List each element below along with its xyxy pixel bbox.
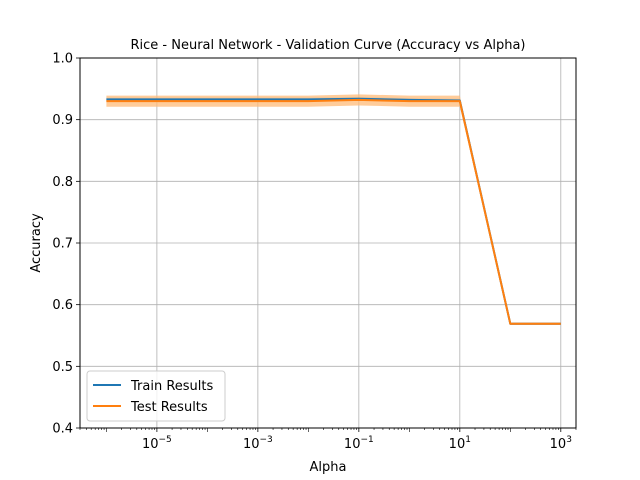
x-tick-label: 10−1 — [344, 435, 374, 452]
series-line-test — [106, 98, 561, 325]
x-tick-label: 10−3 — [243, 435, 273, 452]
legend: Train Results Test Results — [86, 370, 226, 422]
y-axis-ticks: 0.4 0.5 0.6 0.7 0.8 0.9 1.0 — [52, 52, 80, 437]
legend-label-train: Train Results — [130, 379, 213, 394]
y-tick-label: 0.7 — [52, 237, 73, 252]
x-axis-ticks: 10−5 10−3 10−1 101 103 — [79, 428, 577, 452]
legend-label-test: Test Results — [130, 400, 208, 415]
x-tick-label: 103 — [550, 435, 572, 452]
y-tick-label: 0.9 — [52, 113, 73, 128]
y-tick-label: 0.8 — [52, 175, 73, 190]
series-lines — [106, 97, 561, 325]
legend-box — [86, 370, 226, 422]
x-tick-label: 101 — [449, 435, 471, 452]
x-tick-label: 10−5 — [142, 435, 172, 452]
y-tick-label: 0.5 — [52, 360, 73, 375]
x-axis-label: Alpha — [310, 460, 347, 475]
grid-layer — [80, 57, 576, 429]
y-axis-label: Accuracy — [29, 213, 44, 273]
chart-title: Rice - Neural Network - Validation Curve… — [131, 38, 526, 53]
y-tick-label: 1.0 — [52, 52, 73, 67]
y-tick-label: 0.4 — [52, 422, 73, 437]
y-tick-label: 0.6 — [52, 298, 73, 313]
